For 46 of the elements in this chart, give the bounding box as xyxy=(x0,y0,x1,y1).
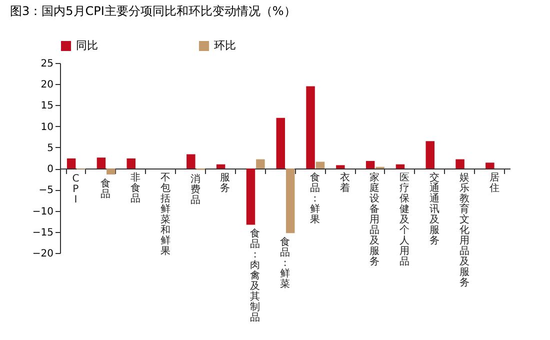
category-label: 医疗保健及个人用品 xyxy=(400,172,410,268)
bar xyxy=(246,168,256,225)
category-label: 家庭设备用品及服务 xyxy=(370,172,380,268)
bar xyxy=(306,86,315,169)
bar xyxy=(96,158,106,169)
x-tick-label: 消费品 xyxy=(190,172,200,206)
y-tick-label: 20 xyxy=(40,80,54,91)
category-label: 食品:肉禽及其制品 xyxy=(250,228,260,324)
bar xyxy=(456,159,464,169)
x-tick-label: 食品 xyxy=(100,177,111,200)
category-label: 娱乐教育文化用品及服务 xyxy=(459,172,470,289)
bar xyxy=(216,164,226,169)
x-tick-label: 不包括鲜菜和鲜果 xyxy=(160,172,170,258)
bar xyxy=(106,168,116,174)
legend-label: 环比 xyxy=(214,39,236,52)
bar xyxy=(336,165,345,169)
y-tick-label: −5 xyxy=(38,185,54,196)
legend-label: 同比 xyxy=(76,39,98,52)
bar xyxy=(276,118,285,169)
x-tick-label: 食品:鲜菜 xyxy=(280,236,290,290)
x-tick-label: 非食品 xyxy=(130,172,140,205)
y-tick-label: −15 xyxy=(32,227,54,238)
y-tick-label: 15 xyxy=(40,100,54,112)
bar xyxy=(286,168,295,234)
bar xyxy=(426,141,434,169)
x-tick-label: 交通通讯及服务 xyxy=(430,172,440,247)
bar xyxy=(66,158,76,169)
y-tick-label: 0 xyxy=(47,164,54,176)
x-tick-label: 食品:鲜果 xyxy=(310,172,320,226)
bar xyxy=(366,160,375,169)
x-tick-label: 衣着 xyxy=(340,172,350,194)
y-tick-label: 10 xyxy=(40,122,54,133)
x-tick-label: 居住 xyxy=(489,172,500,194)
bar xyxy=(396,164,405,169)
x-tick-label: 服务 xyxy=(220,172,230,194)
bar xyxy=(126,158,136,169)
x-tick-label: CPI xyxy=(72,173,80,206)
bar xyxy=(256,159,265,169)
y-tick-label: −20 xyxy=(32,248,54,260)
chart-title: 图3：国内5月CPI主要分项同比和环比变动情况（%） xyxy=(10,4,296,18)
y-tick-label: 25 xyxy=(40,58,54,70)
bar xyxy=(186,154,196,169)
y-tick-label: 5 xyxy=(47,142,54,154)
y-tick-label: −10 xyxy=(32,206,54,218)
bar xyxy=(486,162,494,169)
bar xyxy=(316,162,325,169)
